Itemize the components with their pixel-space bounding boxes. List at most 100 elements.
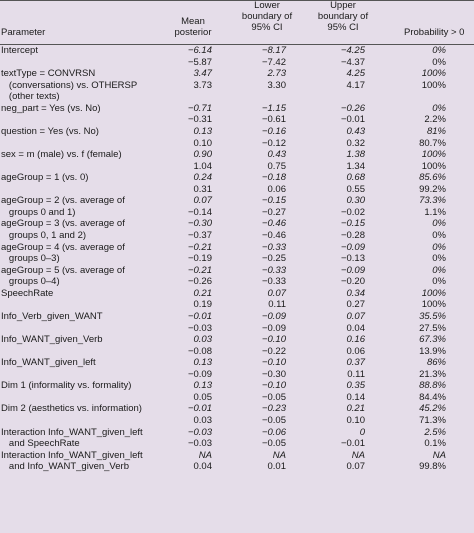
probability-cell: 100% <box>421 299 446 311</box>
upper-ci-cell: 4.25 <box>346 68 366 80</box>
mean-posterior-cell: −0.19 <box>187 253 212 265</box>
mean-posterior-cell: 0.10 <box>193 137 213 149</box>
upper-ci-cell: 0 <box>359 426 365 438</box>
row-label: ageGroup = 2 (vs. average of <box>1 195 125 207</box>
lower-ci-cell: −0.05 <box>261 415 286 426</box>
upper-ci-cell: 0.55 <box>346 183 366 195</box>
table-row: 0.05 −0.05 0.14 84.4% <box>0 392 474 404</box>
upper-ci-cell: −0.09 <box>340 241 365 253</box>
table-row: ageGroup = 1 (vs. 0) 0.24 −0.18 0.68 85.6% <box>0 172 474 184</box>
mean-posterior-cell: −0.01 <box>187 403 212 415</box>
probability-cell: 99.8% <box>419 461 446 473</box>
lower-ci-cell: −0.23 <box>261 403 286 415</box>
table-row: ageGroup = 3 (vs. average of −0.30 −0.46 −0… <box>0 218 474 230</box>
upper-ci-cell: −0.13 <box>340 253 365 265</box>
mean-posterior-cell: 0.31 <box>193 183 213 195</box>
lower-ci-cell: −0.09 <box>261 322 286 334</box>
row-label: groups 0, 1 and 2) <box>1 230 87 241</box>
lower-ci-cell: 0.06 <box>267 183 287 195</box>
header-mean-line1: Mean <box>181 16 205 27</box>
probability-cell: 1.1% <box>424 206 446 218</box>
probability-cell: 80.7% <box>419 137 446 149</box>
row-label: sex = m (male) vs. f (female) <box>1 149 122 161</box>
probability-cell: 0% <box>432 218 446 230</box>
probability-cell: 99.2% <box>419 183 446 195</box>
mean-posterior-cell: −0.08 <box>187 345 212 357</box>
row-label: Intercept <box>1 45 38 56</box>
row-label: Info_WANT_given_Verb <box>1 334 103 346</box>
row-label: Dim 1 (informality vs. formality) <box>1 380 132 392</box>
upper-ci-cell: 0.04 <box>346 322 366 334</box>
table-row: 1.04 0.75 1.34 100% <box>0 161 474 173</box>
table-header: Parameter Mean posterior Lower boundary … <box>0 0 474 44</box>
table-row: −0.09 −0.30 0.11 21.3% <box>0 369 474 381</box>
table-top-rule <box>0 0 474 1</box>
probability-cell: 85.6% <box>419 172 446 184</box>
upper-ci-cell: 0.27 <box>346 299 366 311</box>
lower-ci-cell: NA <box>272 449 286 461</box>
upper-ci-cell: −0.26 <box>340 102 365 114</box>
lower-ci-cell: −0.27 <box>261 206 286 218</box>
table-row: textType = CONVRSN 3.47 2.73 4.25 100% <box>0 68 474 80</box>
probability-cell: 73.3% <box>419 195 446 207</box>
lower-ci-cell: −0.16 <box>261 125 286 137</box>
probability-cell: 86% <box>426 357 446 369</box>
row-label: Interaction Info_WANT_given_left <box>1 426 143 438</box>
upper-ci-cell: −4.25 <box>340 45 365 56</box>
mean-posterior-cell: 0.03 <box>193 415 213 426</box>
table-row: Interaction Info_WANT_given_left NA NA NA NA <box>0 450 474 462</box>
probability-cell: NA <box>432 449 446 461</box>
upper-ci-cell: 0.14 <box>346 391 366 403</box>
mean-posterior-cell: −0.30 <box>187 218 212 230</box>
mean-posterior-cell: 0.24 <box>193 172 213 184</box>
lower-ci-cell: 0.75 <box>267 160 287 172</box>
probability-cell: 27.5% <box>419 322 446 334</box>
lower-ci-cell: −0.09 <box>261 310 286 322</box>
lower-ci-cell: −0.46 <box>261 218 286 230</box>
mean-posterior-cell: −0.26 <box>187 276 212 288</box>
probability-cell: 0% <box>432 264 446 276</box>
upper-ci-cell: NA <box>351 449 365 461</box>
upper-ci-cell: 0.35 <box>346 380 366 392</box>
upper-ci-cell: −0.15 <box>340 218 365 230</box>
probability-cell: 100% <box>421 149 446 161</box>
row-label: Interaction Info_WANT_given_left <box>1 449 143 461</box>
header-upper: Upper boundary of 95% CI <box>308 0 378 33</box>
mean-posterior-cell: −0.03 <box>187 426 212 438</box>
mean-posterior-cell: −6.14 <box>187 45 212 56</box>
row-label: SpeechRate <box>1 287 54 299</box>
probability-cell: 21.3% <box>419 368 446 380</box>
upper-ci-cell: −0.28 <box>340 230 365 241</box>
table-row: and SpeechRate −0.03 −0.05 −0.01 0.1% <box>0 438 474 450</box>
table-row: 0.10 −0.12 0.32 80.7% <box>0 138 474 150</box>
table-row: Info_WANT_given_Verb 0.03 −0.10 0.16 67.3% <box>0 334 474 346</box>
header-mean: Mean posterior <box>162 16 224 38</box>
probability-cell: 0% <box>432 276 446 288</box>
upper-ci-cell: 0.68 <box>346 172 366 184</box>
lower-ci-cell: 0.01 <box>267 461 287 473</box>
upper-ci-cell: 0.43 <box>346 125 366 137</box>
lower-ci-cell: −0.10 <box>261 334 286 346</box>
probability-cell: 100% <box>421 68 446 80</box>
row-label: groups 0–3) <box>1 253 60 265</box>
mean-posterior-cell: NA <box>198 449 212 461</box>
row-label: textType = CONVRSN <box>1 68 96 80</box>
upper-ci-cell: −0.01 <box>340 114 365 126</box>
table-row: Interaction Info_WANT_given_left −0.03 −0.… <box>0 427 474 439</box>
table-row: 0.31 0.06 0.55 99.2% <box>0 184 474 196</box>
probability-cell: 0% <box>432 230 446 241</box>
lower-ci-cell: 0.11 <box>268 299 286 311</box>
lower-ci-cell: −0.61 <box>261 114 286 126</box>
header-lower: Lower boundary of 95% CI <box>232 0 302 33</box>
lower-ci-cell: 0.07 <box>267 287 287 299</box>
row-label: Info_Verb_given_WANT <box>1 310 103 322</box>
table-row: sex = m (male) vs. f (female) 0.90 0.43 1.3… <box>0 149 474 161</box>
mean-posterior-cell: −0.31 <box>187 114 212 126</box>
table-row: neg_part = Yes (vs. No) −0.71 −1.15 −0.26 0% <box>0 103 474 115</box>
mean-posterior-cell: 0.13 <box>193 125 213 137</box>
lower-ci-cell: −0.33 <box>261 264 286 276</box>
lower-ci-cell: −0.05 <box>261 391 286 403</box>
probability-cell: 88.8% <box>419 380 446 392</box>
mean-posterior-cell: −0.03 <box>187 438 212 450</box>
